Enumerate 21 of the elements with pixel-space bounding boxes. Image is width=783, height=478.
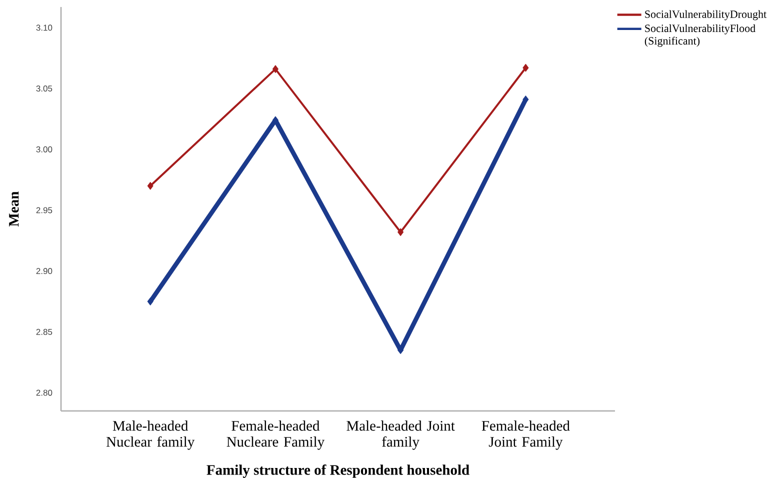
point (272, 65, 278, 73)
point (147, 182, 154, 190)
y-tick-label: 2.80 (36, 390, 52, 396)
y-tick-label: 3.10 (36, 24, 52, 31)
y-tick-label: 3.00 (36, 146, 52, 152)
y-tick-label: 2.90 (36, 268, 52, 274)
x-tick-label: Male-headed Joint family (346, 420, 455, 450)
y-tick-label: 2.95 (36, 207, 52, 214)
x-tick-label: Female-headed Joint Family (482, 420, 570, 450)
y-axis-title: Mean (9, 191, 19, 226)
point (522, 96, 529, 104)
legend-label: SocialVulnerabilityDrought (645, 10, 767, 20)
x-axis-title: Family structure of Respondent household (206, 464, 470, 478)
y-tick-label: 2.85 (36, 328, 52, 335)
point (398, 228, 404, 236)
point (522, 64, 529, 72)
x-tick-label: Female-headed Nucleare Family (226, 420, 325, 450)
x-tick-label: Male-headed Nuclear family (106, 420, 195, 450)
y-tick-label: 3.05 (36, 86, 52, 92)
legend-label: SocialVulnerabilityFlood (Significant) (644, 24, 756, 47)
point (147, 298, 154, 306)
